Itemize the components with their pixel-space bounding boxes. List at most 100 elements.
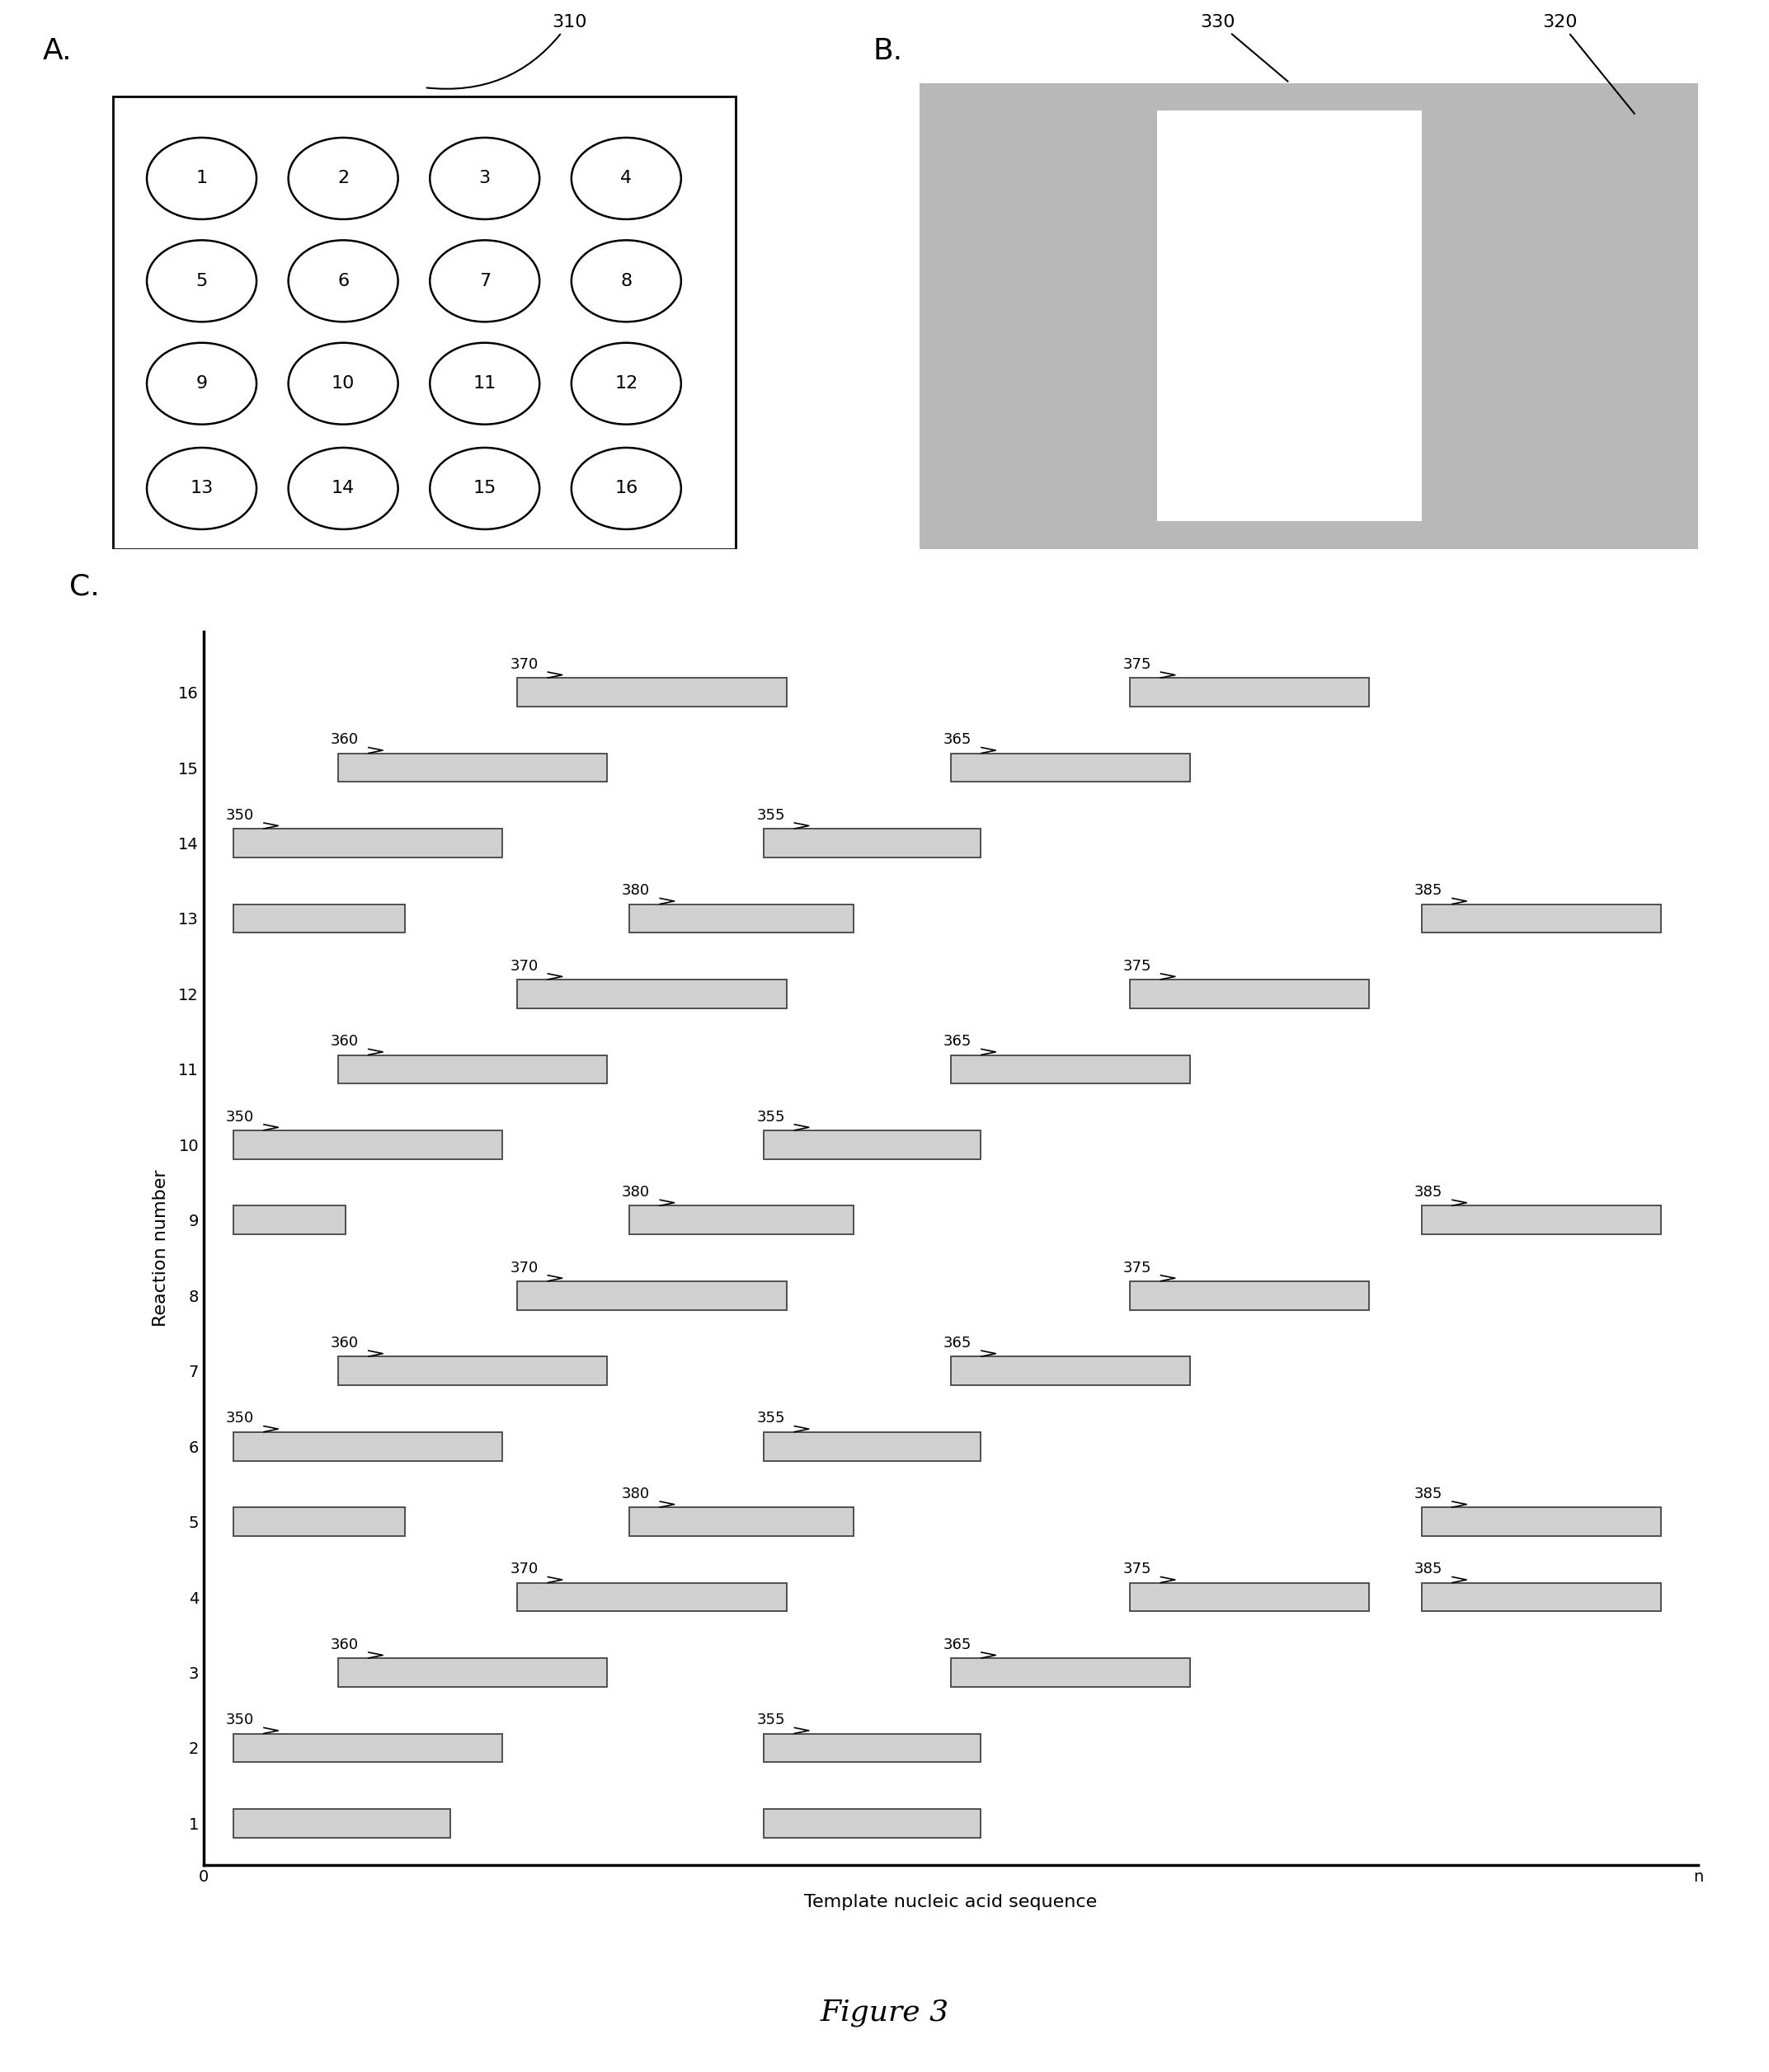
Bar bbox=[517, 980, 787, 1009]
Bar bbox=[234, 1131, 502, 1158]
Text: 8: 8 bbox=[621, 274, 632, 290]
Bar bbox=[338, 754, 607, 781]
Ellipse shape bbox=[430, 342, 540, 425]
Text: 355: 355 bbox=[757, 1714, 785, 1728]
Bar bbox=[338, 1055, 607, 1084]
Text: Figure 3: Figure 3 bbox=[821, 1997, 948, 2026]
Ellipse shape bbox=[430, 137, 540, 220]
Text: 310: 310 bbox=[426, 15, 587, 89]
Text: 380: 380 bbox=[623, 1185, 651, 1200]
Bar bbox=[234, 1809, 449, 1838]
Bar bbox=[952, 1658, 1191, 1687]
Text: 350: 350 bbox=[226, 1714, 255, 1728]
Text: 11: 11 bbox=[472, 375, 497, 392]
Text: 360: 360 bbox=[331, 1336, 359, 1351]
Text: 350: 350 bbox=[226, 1109, 255, 1125]
Y-axis label: Reaction number: Reaction number bbox=[152, 1171, 170, 1326]
Bar bbox=[234, 1734, 502, 1763]
Ellipse shape bbox=[147, 240, 257, 321]
Text: 370: 370 bbox=[509, 1260, 538, 1274]
Text: 365: 365 bbox=[943, 1336, 971, 1351]
Ellipse shape bbox=[147, 342, 257, 425]
Text: 1: 1 bbox=[196, 170, 207, 186]
Text: 10: 10 bbox=[331, 375, 356, 392]
Bar bbox=[630, 1508, 854, 1535]
Text: C.: C. bbox=[69, 572, 99, 601]
Text: 5: 5 bbox=[196, 274, 207, 290]
Bar bbox=[338, 1658, 607, 1687]
X-axis label: Template nucleic acid sequence: Template nucleic acid sequence bbox=[805, 1894, 1097, 1910]
Text: 385: 385 bbox=[1413, 883, 1442, 897]
Text: B.: B. bbox=[874, 37, 902, 66]
Text: 12: 12 bbox=[614, 375, 639, 392]
Bar bbox=[764, 829, 980, 858]
Bar bbox=[764, 1734, 980, 1763]
Bar bbox=[234, 1508, 405, 1535]
Text: 375: 375 bbox=[1123, 1562, 1152, 1577]
Ellipse shape bbox=[430, 240, 540, 321]
Bar bbox=[952, 1055, 1191, 1084]
Text: 380: 380 bbox=[623, 883, 651, 897]
Text: 2: 2 bbox=[338, 170, 348, 186]
Text: 365: 365 bbox=[943, 733, 971, 748]
Text: 350: 350 bbox=[226, 808, 255, 823]
Text: 16: 16 bbox=[614, 481, 639, 497]
Ellipse shape bbox=[571, 137, 681, 220]
Bar bbox=[630, 903, 854, 932]
Bar bbox=[764, 1131, 980, 1158]
Text: 3: 3 bbox=[479, 170, 490, 186]
Bar bbox=[764, 1432, 980, 1461]
Ellipse shape bbox=[147, 137, 257, 220]
Text: 385: 385 bbox=[1413, 1562, 1442, 1577]
Text: 355: 355 bbox=[757, 1109, 785, 1125]
Bar bbox=[1422, 1206, 1661, 1235]
Bar bbox=[1130, 1583, 1369, 1612]
Text: 355: 355 bbox=[757, 808, 785, 823]
Text: 375: 375 bbox=[1123, 657, 1152, 671]
Text: 4: 4 bbox=[621, 170, 632, 186]
Bar bbox=[517, 1280, 787, 1310]
Text: 365: 365 bbox=[943, 1637, 971, 1651]
Text: 320: 320 bbox=[1543, 15, 1635, 114]
Text: 360: 360 bbox=[331, 1637, 359, 1651]
Text: 350: 350 bbox=[226, 1411, 255, 1426]
Text: 360: 360 bbox=[331, 1034, 359, 1048]
Text: 375: 375 bbox=[1123, 1260, 1152, 1274]
Text: 6: 6 bbox=[338, 274, 348, 290]
Bar bbox=[764, 1809, 980, 1838]
Text: 380: 380 bbox=[623, 1486, 651, 1502]
Bar bbox=[1422, 903, 1661, 932]
Bar bbox=[952, 754, 1191, 781]
Ellipse shape bbox=[571, 240, 681, 321]
Bar bbox=[234, 1206, 345, 1235]
Ellipse shape bbox=[288, 240, 398, 321]
Bar bbox=[113, 97, 736, 549]
Ellipse shape bbox=[147, 448, 257, 528]
Bar bbox=[952, 1357, 1191, 1386]
Text: 370: 370 bbox=[509, 959, 538, 974]
Bar bbox=[630, 1206, 854, 1235]
Text: 385: 385 bbox=[1413, 1185, 1442, 1200]
Bar bbox=[1157, 110, 1422, 520]
Text: 330: 330 bbox=[1199, 15, 1288, 81]
Bar bbox=[1130, 980, 1369, 1009]
Text: A.: A. bbox=[42, 37, 73, 66]
Text: 370: 370 bbox=[509, 657, 538, 671]
Bar bbox=[517, 1583, 787, 1612]
Text: 13: 13 bbox=[189, 481, 214, 497]
Bar bbox=[234, 1432, 502, 1461]
Bar bbox=[234, 903, 405, 932]
Text: 375: 375 bbox=[1123, 959, 1152, 974]
Bar bbox=[517, 678, 787, 707]
Text: 7: 7 bbox=[479, 274, 490, 290]
Text: 355: 355 bbox=[757, 1411, 785, 1426]
Text: 370: 370 bbox=[509, 1562, 538, 1577]
Ellipse shape bbox=[571, 342, 681, 425]
Bar bbox=[1422, 1583, 1661, 1612]
Text: 14: 14 bbox=[331, 481, 356, 497]
Bar bbox=[1130, 1280, 1369, 1310]
Bar bbox=[234, 829, 502, 858]
Text: 9: 9 bbox=[196, 375, 207, 392]
Text: 365: 365 bbox=[943, 1034, 971, 1048]
Ellipse shape bbox=[288, 342, 398, 425]
